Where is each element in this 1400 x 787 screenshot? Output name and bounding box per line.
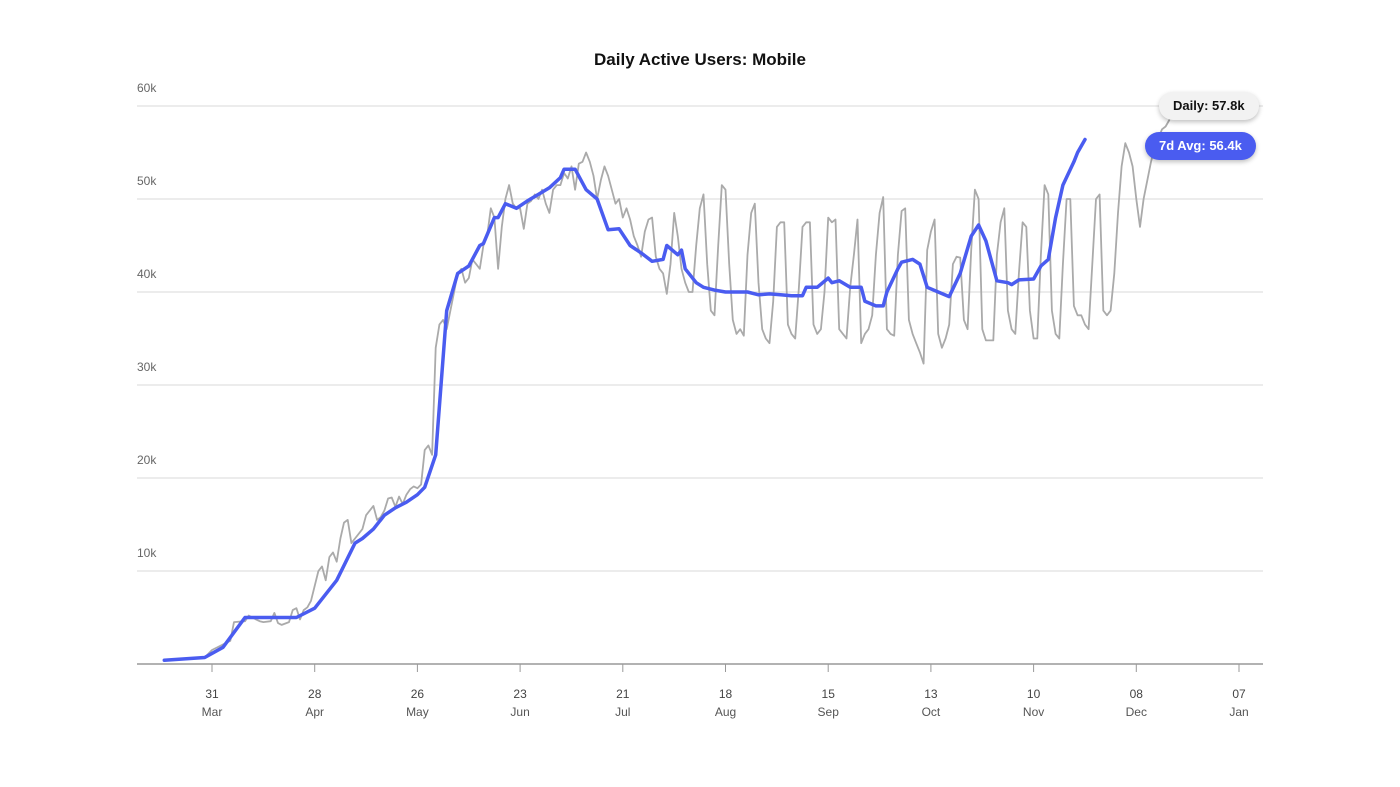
x-tick-day-label: 31 — [205, 687, 219, 701]
x-tick-month-label: Nov — [1023, 705, 1044, 719]
x-tick-day-label: 15 — [822, 687, 836, 701]
chart-title: Daily Active Users: Mobile — [594, 50, 806, 69]
x-tick-month-label: Jun — [510, 705, 529, 719]
avg-series-line — [162, 137, 1087, 663]
y-tick-label: 30k — [137, 360, 157, 374]
x-tick-day-label: 13 — [924, 687, 938, 701]
y-tick-label: 40k — [137, 267, 157, 281]
grid-layer: 10k 20k 30k 40k 50k 60k — [137, 81, 1263, 572]
x-tick-day-label: 26 — [411, 687, 425, 701]
y-tick-label: 20k — [137, 453, 157, 467]
series-layer — [162, 119, 1171, 663]
x-tick-month-label: Oct — [922, 705, 941, 719]
x-tick-month-label: Sep — [818, 705, 840, 719]
x-tick-day-label: 23 — [513, 687, 527, 701]
x-tick-day-label: 28 — [308, 687, 322, 701]
x-axis: 31 Mar 28 Apr 26 May 23 Jun 21 Jul 18 Aug 15 Sep 13 Oct… — [137, 663, 1263, 719]
x-tick-month-label: May — [406, 705, 429, 719]
y-tick-label: 10k — [137, 546, 157, 560]
x-tick-day-label: 10 — [1027, 687, 1041, 701]
y-tick-label: 60k — [137, 81, 157, 95]
x-tick-day-label: 07 — [1232, 687, 1246, 701]
x-tick-month-label: Jul — [615, 705, 630, 719]
daily-value-callout: Daily: 57.8k — [1159, 92, 1259, 120]
avg-value-callout: 7d Avg: 56.4k — [1145, 132, 1256, 160]
x-tick-month-label: Aug — [715, 705, 736, 719]
x-tick-month-label: Apr — [305, 705, 324, 719]
y-tick-label: 50k — [137, 174, 157, 188]
x-tick-day-label: 21 — [616, 687, 630, 701]
x-tick-month-label: Mar — [202, 705, 223, 719]
x-tick-month-label: Dec — [1126, 705, 1147, 719]
daily-series-line — [163, 119, 1171, 662]
x-tick-month-label: Jan — [1229, 705, 1248, 719]
x-tick-day-label: 18 — [719, 687, 733, 701]
x-tick-day-label: 08 — [1130, 687, 1144, 701]
